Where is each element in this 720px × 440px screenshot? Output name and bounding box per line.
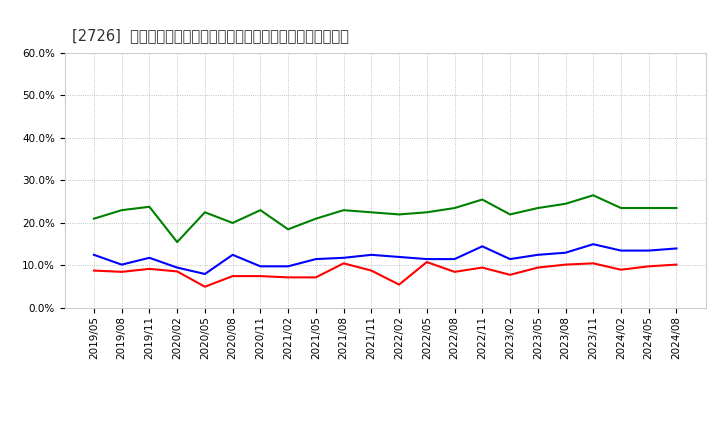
買入債務 <box>89 216 98 221</box>
売上債権 <box>450 269 459 275</box>
買入債務 <box>561 201 570 206</box>
在庫 <box>256 264 265 269</box>
在庫 <box>339 255 348 260</box>
買入債務 <box>534 205 542 211</box>
買入債務 <box>145 204 154 209</box>
売上債権 <box>201 284 210 290</box>
売上債権 <box>616 267 625 272</box>
売上債権 <box>672 262 681 267</box>
在庫 <box>117 262 126 267</box>
Text: [2726]  売上債権、在庫、買入債務の総資産に対する比率の推移: [2726] 売上債権、在庫、買入債務の総資産に対する比率の推移 <box>72 29 349 44</box>
在庫 <box>173 265 181 270</box>
買入債務 <box>201 210 210 215</box>
売上債権 <box>117 269 126 275</box>
買入債務 <box>423 210 431 215</box>
Line: 売上債権: 売上債権 <box>94 262 677 287</box>
売上債権 <box>644 264 653 269</box>
買入債務 <box>228 220 237 226</box>
在庫 <box>201 271 210 277</box>
在庫 <box>561 250 570 255</box>
買入債務 <box>256 208 265 213</box>
買入債務 <box>672 205 681 211</box>
在庫 <box>534 252 542 257</box>
在庫 <box>367 252 376 257</box>
売上債権 <box>228 273 237 279</box>
在庫 <box>478 244 487 249</box>
売上債権 <box>173 269 181 274</box>
Line: 買入債務: 買入債務 <box>94 195 677 242</box>
売上債権 <box>145 266 154 271</box>
売上債権 <box>505 272 514 278</box>
買入債務 <box>367 210 376 215</box>
在庫 <box>312 257 320 262</box>
売上債権 <box>478 265 487 270</box>
在庫 <box>644 248 653 253</box>
売上債権 <box>256 273 265 279</box>
買入債務 <box>339 208 348 213</box>
売上債権 <box>561 262 570 267</box>
買入債務 <box>505 212 514 217</box>
在庫 <box>672 246 681 251</box>
買入債務 <box>478 197 487 202</box>
売上債権 <box>395 282 403 287</box>
買入債務 <box>644 205 653 211</box>
買入債務 <box>616 205 625 211</box>
買入債務 <box>589 193 598 198</box>
Line: 在庫: 在庫 <box>94 244 677 274</box>
在庫 <box>395 254 403 260</box>
買入債務 <box>117 208 126 213</box>
在庫 <box>145 255 154 260</box>
売上債権 <box>339 260 348 266</box>
買入債務 <box>450 205 459 211</box>
在庫 <box>616 248 625 253</box>
在庫 <box>423 257 431 262</box>
買入債務 <box>312 216 320 221</box>
在庫 <box>284 264 292 269</box>
在庫 <box>589 242 598 247</box>
売上債権 <box>534 265 542 270</box>
在庫 <box>505 257 514 262</box>
売上債権 <box>589 260 598 266</box>
在庫 <box>450 257 459 262</box>
売上債権 <box>367 268 376 273</box>
在庫 <box>228 252 237 257</box>
売上債権 <box>284 275 292 280</box>
在庫 <box>89 252 98 257</box>
買入債務 <box>173 239 181 245</box>
売上債権 <box>89 268 98 273</box>
売上債権 <box>312 275 320 280</box>
買入債務 <box>284 227 292 232</box>
売上債権 <box>423 260 431 265</box>
買入債務 <box>395 212 403 217</box>
